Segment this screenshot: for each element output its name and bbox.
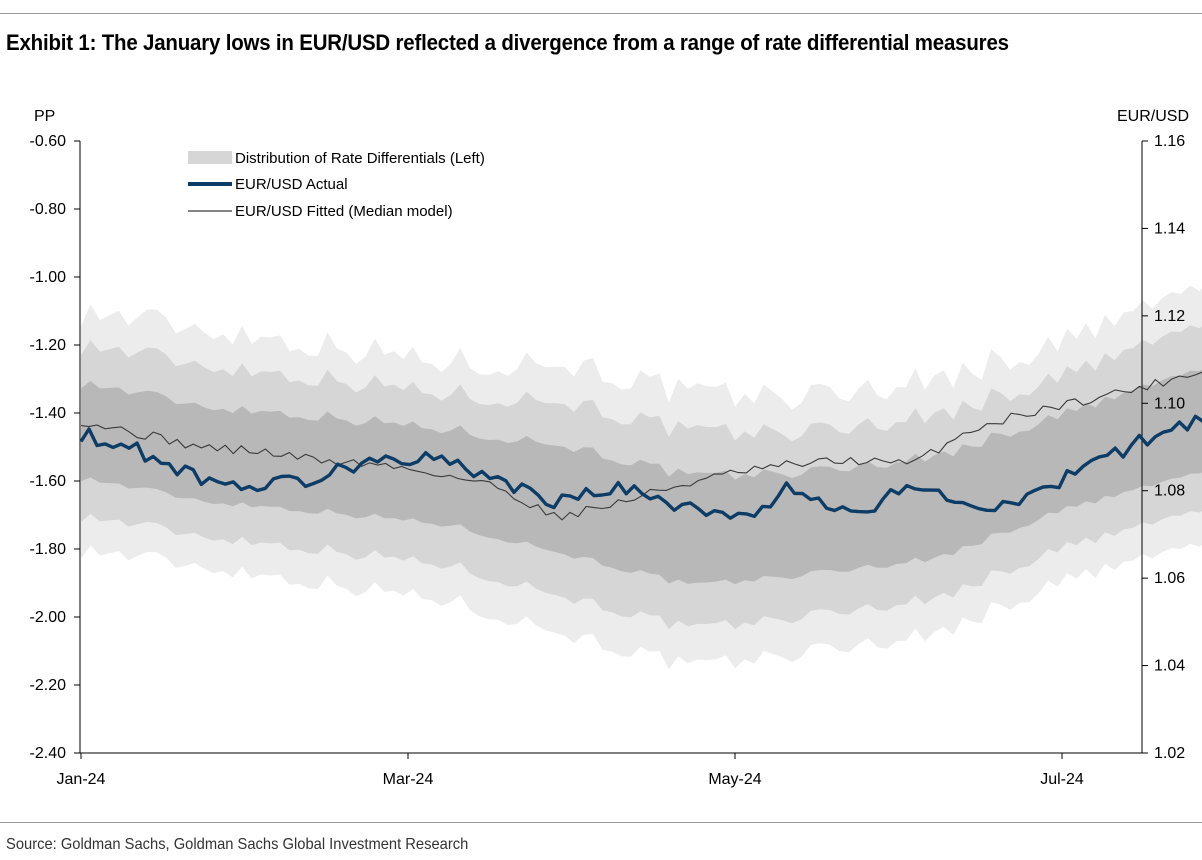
left-tick-label: -0.60 <box>30 133 67 150</box>
right-tick-label: 1.12 <box>1154 308 1185 325</box>
source-note: Source: Goldman Sachs, Goldman Sachs Glo… <box>6 836 469 853</box>
top-rule <box>0 13 1202 14</box>
series-line-actual <box>79 414 1202 520</box>
right-tick-label: 1.14 <box>1154 220 1185 237</box>
right-tick-label: 1.02 <box>1154 745 1185 762</box>
left-tick-label: -0.80 <box>30 201 67 218</box>
right-tick-label: 1.16 <box>1154 133 1185 150</box>
chart-title: Exhibit 1: The January lows in EUR/USD r… <box>6 30 1009 55</box>
legend: Distribution of Rate Differentials (Left… <box>188 150 485 220</box>
right-tick-label: 1.06 <box>1154 570 1185 587</box>
left-axis-title: PP <box>34 108 55 125</box>
right-axis-title: EUR/USD <box>1117 108 1189 125</box>
left-tick-label: -2.00 <box>30 609 67 626</box>
series-line-fitted <box>80 371 1202 521</box>
series-lines <box>79 371 1202 521</box>
x-tick-label: Jan-24 <box>57 771 106 788</box>
legend-swatch-distribution <box>188 151 232 164</box>
right-tick-label: 1.08 <box>1154 483 1185 500</box>
left-tick-label: -1.80 <box>30 541 67 558</box>
left-tick-label: -2.40 <box>30 745 67 762</box>
chart-area: -0.60 -0.80 -1.00 -1.20 -1.40 -1.60 -1.80 -2.00… <box>30 108 1202 788</box>
left-tick-label: -1.60 <box>30 473 67 490</box>
band-inner <box>81 369 1202 585</box>
left-tick-label: -1.00 <box>30 269 67 286</box>
left-tick-label: -1.40 <box>30 405 67 422</box>
right-tick-label: 1.10 <box>1154 395 1185 412</box>
legend-label-fitted: EUR/USD Fitted (Median model) <box>235 203 453 220</box>
bottom-rule <box>0 822 1202 823</box>
x-tick-label: Mar-24 <box>383 771 434 788</box>
x-tick-label: May-24 <box>708 771 761 788</box>
legend-label-distribution: Distribution of Rate Differentials (Left… <box>235 150 485 167</box>
right-tick-label: 1.04 <box>1154 658 1185 675</box>
distribution-bands <box>81 285 1202 670</box>
axes: -0.60 -0.80 -1.00 -1.20 -1.40 -1.60 -1.80 -2.00… <box>30 133 1186 788</box>
left-tick-label: -1.20 <box>30 337 67 354</box>
plot-frame <box>79 141 1143 754</box>
legend-label-actual: EUR/USD Actual <box>235 176 348 193</box>
left-tick-label: -2.20 <box>30 677 67 694</box>
x-tick-label: Jul-24 <box>1040 771 1084 788</box>
